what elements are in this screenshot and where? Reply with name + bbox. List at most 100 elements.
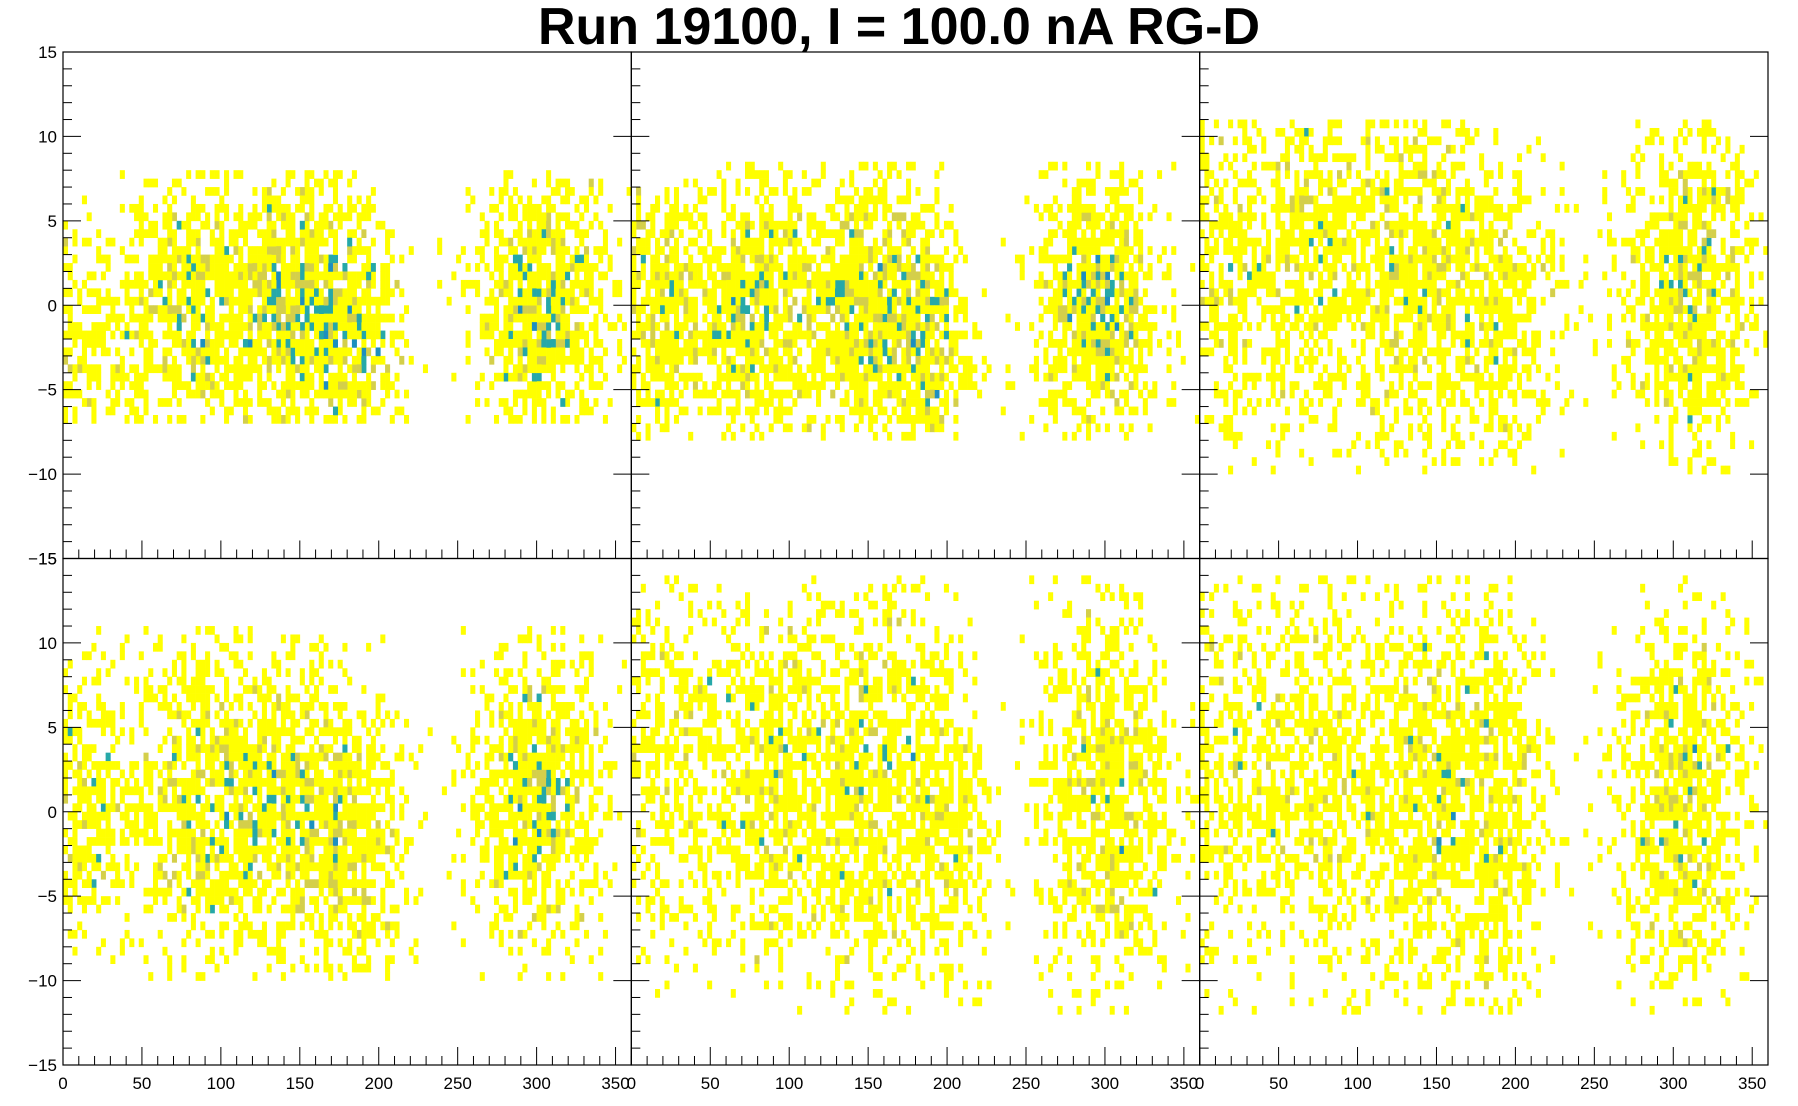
heatmap-bin xyxy=(261,296,267,306)
heatmap-bin xyxy=(508,246,514,255)
heatmap-bin xyxy=(1445,381,1451,390)
heatmap-bin xyxy=(323,389,329,399)
heatmap-bin xyxy=(1389,389,1395,399)
heatmap-bin xyxy=(1393,195,1399,205)
heatmap-bin xyxy=(1417,229,1423,239)
heatmap-bin xyxy=(1389,347,1395,357)
heatmap-bin xyxy=(186,271,192,281)
heatmap-bin xyxy=(1052,355,1058,365)
heatmap-bin xyxy=(1412,161,1418,171)
heatmap-bin xyxy=(238,330,244,340)
heatmap-bin xyxy=(332,406,338,416)
heatmap-bin xyxy=(1299,364,1305,374)
heatmap-bin xyxy=(683,263,689,272)
heatmap-bin xyxy=(314,246,320,255)
heatmap-bin xyxy=(1086,220,1092,230)
heatmap-bin xyxy=(1455,212,1461,222)
heatmap-bin xyxy=(531,355,537,365)
heatmap-bin xyxy=(565,263,571,272)
heatmap-bin xyxy=(1280,322,1286,331)
heatmap-bin xyxy=(1450,254,1456,264)
heatmap-bin xyxy=(171,330,177,340)
heatmap-bin xyxy=(1213,237,1219,247)
heatmap-bin xyxy=(361,322,367,331)
heatmap-bin xyxy=(1289,296,1295,306)
heatmap-bin xyxy=(536,288,542,298)
heatmap-bin xyxy=(285,414,291,424)
heatmap-bin xyxy=(863,364,869,374)
heatmap-bin xyxy=(1403,229,1409,239)
heatmap-bin xyxy=(546,170,552,179)
heatmap-bin xyxy=(555,322,561,331)
heatmap-bin xyxy=(276,254,282,264)
heatmap-bin xyxy=(1299,237,1305,247)
heatmap-bin xyxy=(380,313,386,323)
heatmap-bin xyxy=(943,389,949,399)
heatmap-bin xyxy=(67,288,73,298)
heatmap-bin xyxy=(669,296,675,306)
heatmap-bin xyxy=(787,339,793,348)
heatmap-bin xyxy=(763,229,769,239)
heatmap-bin xyxy=(939,372,945,382)
heatmap-bin xyxy=(257,246,263,255)
heatmap-bin xyxy=(238,372,244,382)
heatmap-bin xyxy=(1431,457,1437,466)
heatmap-bin xyxy=(1038,313,1044,323)
heatmap-bin xyxy=(195,203,201,213)
heatmap-bin xyxy=(328,372,334,382)
heatmap-bin xyxy=(645,313,651,323)
heatmap-bin xyxy=(782,237,788,247)
heatmap-bin xyxy=(1062,431,1068,441)
heatmap-bin xyxy=(598,296,604,306)
heatmap-bin xyxy=(920,381,926,390)
heatmap-bin xyxy=(730,263,736,272)
heatmap-bin xyxy=(659,288,665,298)
heatmap-bin xyxy=(1370,229,1376,239)
heatmap-bin xyxy=(115,296,121,306)
heatmap-bin xyxy=(295,203,301,213)
heatmap-bin xyxy=(872,212,878,222)
heatmap-bin xyxy=(72,414,78,424)
heatmap-bin xyxy=(853,372,859,382)
heatmap-bin xyxy=(366,347,372,357)
heatmap-bin xyxy=(891,288,897,298)
heatmap-bin xyxy=(370,237,376,247)
heatmap-bin xyxy=(1389,423,1395,433)
heatmap-bin xyxy=(228,305,234,314)
heatmap-bin xyxy=(1337,305,1343,314)
heatmap-bin xyxy=(1057,347,1063,357)
heatmap-bin xyxy=(366,296,372,306)
heatmap-bin xyxy=(735,305,741,314)
heatmap-bin xyxy=(389,381,395,390)
heatmap-bin xyxy=(1076,237,1082,247)
heatmap-bin xyxy=(351,229,357,239)
heatmap-bin xyxy=(1360,229,1366,239)
heatmap-bin xyxy=(347,288,353,298)
heatmap-bin xyxy=(1123,431,1129,441)
heatmap-bin xyxy=(309,355,315,365)
heatmap-bin xyxy=(541,347,547,357)
heatmap-bin xyxy=(1445,305,1451,314)
heatmap-bin xyxy=(801,423,807,433)
heatmap-bin xyxy=(100,339,106,348)
heatmap-bin xyxy=(1308,212,1314,222)
heatmap-bin xyxy=(1213,195,1219,205)
heatmap-bin xyxy=(1128,271,1134,281)
heatmap-bin xyxy=(484,322,490,331)
heatmap-bin xyxy=(304,170,310,179)
heatmap-bin xyxy=(309,263,315,272)
heatmap-bin xyxy=(1270,372,1276,382)
heatmap-bin xyxy=(773,263,779,272)
heatmap-bin xyxy=(531,212,537,222)
heatmap-bin xyxy=(834,414,841,424)
heatmap-bin xyxy=(650,305,656,314)
heatmap-bin xyxy=(280,254,286,264)
heatmap-bin xyxy=(219,203,225,213)
heatmap-bin xyxy=(81,398,87,407)
heatmap-bin xyxy=(1223,364,1229,374)
heatmap-bin xyxy=(839,254,845,264)
heatmap-bin xyxy=(749,355,755,365)
heatmap-bin xyxy=(1488,229,1494,239)
heatmap-bin xyxy=(479,246,485,255)
heatmap-bin xyxy=(86,372,92,382)
